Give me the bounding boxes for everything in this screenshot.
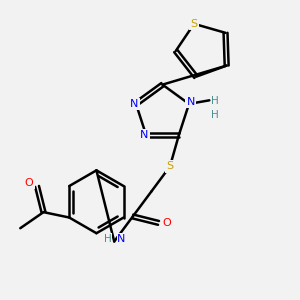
Text: H: H xyxy=(103,234,111,244)
Text: O: O xyxy=(162,218,171,228)
Text: S: S xyxy=(190,19,198,29)
Text: S: S xyxy=(167,161,173,172)
Text: H: H xyxy=(211,96,219,106)
Text: N: N xyxy=(130,99,138,109)
Text: O: O xyxy=(25,178,34,188)
Text: N: N xyxy=(187,97,195,107)
Text: N: N xyxy=(140,130,148,140)
Text: N: N xyxy=(117,234,125,244)
Text: H: H xyxy=(211,110,219,120)
